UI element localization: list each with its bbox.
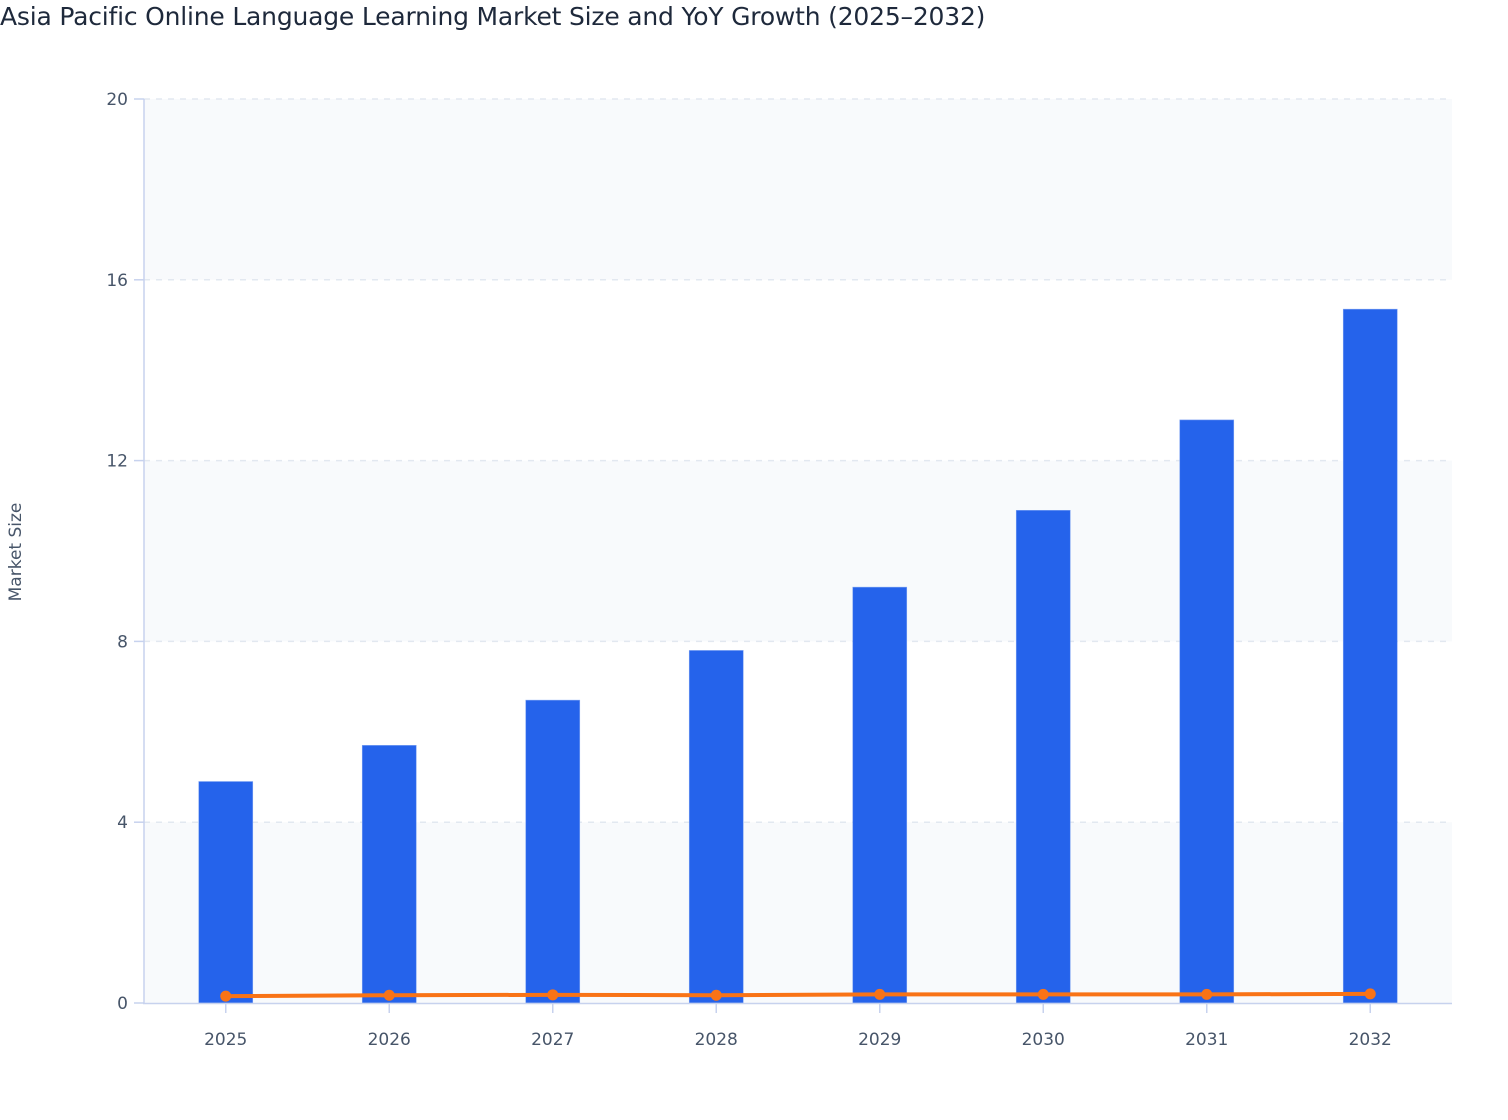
yoy-marker-2026 [383,989,395,1001]
chart-title: Asia Pacific Online Language Learning Ma… [0,2,986,31]
x-tick-label: 2025 [204,1030,247,1050]
yoy-marker-2030 [1037,988,1049,1000]
x-axis-ticks: 2025 2026 2027 2028 2029 2030 2031 2032 [204,1003,1392,1050]
x-tick-label: 2029 [858,1030,901,1050]
yoy-marker-2025 [220,990,232,1002]
bar-2025 [198,781,254,1004]
x-tick-label: 2028 [695,1030,738,1050]
yoy-marker-2027 [547,989,559,1001]
y-tick-label: 0 [117,994,128,1014]
x-tick-label: 2026 [368,1030,411,1050]
bar-2030 [1015,510,1071,1004]
line-series-yoy-growth [220,988,1376,1002]
axes [143,99,1452,1005]
y-tick-label: 12 [106,452,128,472]
yoy-marker-2028 [710,989,722,1001]
x-tick-label: 2030 [1022,1030,1065,1050]
y-axis-ticks: 0 4 8 12 16 20 [106,90,144,1014]
x-tick-label: 2027 [531,1030,574,1050]
grid-band [144,99,1452,280]
bar-2029 [852,586,908,1004]
y-tick-label: 16 [106,271,128,291]
bar-2032 [1342,308,1398,1004]
y-tick-label: 4 [117,813,128,833]
yoy-marker-2032 [1364,988,1376,1000]
x-tick-label: 2032 [1349,1030,1392,1050]
y-tick-label: 8 [117,632,128,652]
yoy-marker-2031 [1201,988,1213,1000]
bar-2026 [361,745,417,1004]
bar-2031 [1179,419,1235,1004]
bar-series-market-size [198,308,1398,1004]
bar-2027 [525,699,581,1004]
yoy-growth-line [225,991,1371,999]
grid-band [144,460,1452,642]
yoy-marker-2029 [874,988,886,1000]
x-tick-label: 2031 [1185,1030,1228,1050]
bar-2028 [688,650,744,1004]
background-bands [144,99,1452,1003]
grid-band [144,822,1452,1003]
y-tick-label: 20 [106,90,128,110]
